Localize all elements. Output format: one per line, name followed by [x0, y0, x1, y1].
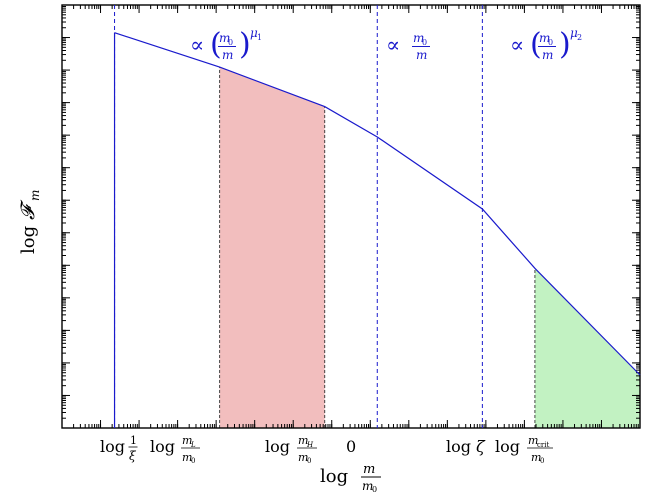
- svg-text:0: 0: [191, 457, 195, 465]
- svg-text:∝: ∝: [510, 33, 524, 57]
- svg-text:0: 0: [548, 38, 553, 47]
- svg-text:m: m: [182, 451, 192, 464]
- svg-text:m: m: [413, 31, 424, 45]
- series: [113, 32, 641, 428]
- x-tick-label-log-1-over-xi: log 1 ξ: [100, 434, 138, 463]
- svg-text:log: log: [320, 466, 348, 487]
- x-tick-label-zero: 0: [346, 437, 356, 456]
- svg-text:m: m: [531, 451, 541, 464]
- shaded-region-1: [219, 67, 325, 428]
- shaded-regions: [219, 67, 641, 428]
- svg-text:ξ: ξ: [129, 449, 137, 463]
- svg-text:ζ: ζ: [476, 437, 486, 456]
- series-line: [114, 32, 641, 376]
- svg-text:log: log: [150, 437, 175, 456]
- svg-text:1: 1: [257, 33, 262, 42]
- svg-text:m: m: [298, 434, 308, 447]
- svg-text:∝: ∝: [386, 33, 400, 57]
- svg-text:∝: ∝: [190, 33, 204, 57]
- svg-text:): ): [239, 27, 251, 62]
- svg-text:log: log: [18, 226, 39, 254]
- svg-text:0: 0: [540, 457, 544, 465]
- shaded-region-2: [534, 268, 640, 428]
- svg-text:m: m: [362, 479, 373, 493]
- svg-text:2: 2: [577, 33, 582, 42]
- svg-text:(: (: [210, 27, 222, 62]
- svg-text:m: m: [298, 451, 308, 464]
- svg-text:H: H: [306, 441, 314, 449]
- svg-text:m: m: [182, 434, 192, 447]
- svg-text:log: log: [265, 437, 290, 456]
- svg-text:μ: μ: [570, 26, 578, 40]
- svg-text:m: m: [219, 31, 230, 45]
- svg-text:μ: μ: [250, 26, 258, 40]
- svg-text:): ): [559, 27, 571, 62]
- svg-text:log: log: [100, 437, 125, 456]
- svg-text:m: m: [542, 48, 553, 62]
- svg-text:m: m: [363, 462, 375, 477]
- svg-text:log: log: [495, 437, 520, 456]
- x-axis-label: log m m0: [320, 462, 381, 494]
- svg-text:m: m: [528, 434, 538, 447]
- svg-text:L: L: [190, 441, 196, 449]
- svg-text:1: 1: [130, 434, 137, 447]
- svg-text:(: (: [530, 27, 542, 62]
- x-tick-label-log-zeta: log ζ: [446, 437, 486, 456]
- svg-text:0: 0: [228, 38, 233, 47]
- svg-text:log: log: [446, 437, 471, 456]
- x-tick-label-log-mL: log mL m0: [150, 434, 200, 465]
- svg-text:0: 0: [422, 38, 427, 47]
- svg-text:crit: crit: [537, 441, 550, 449]
- svg-text:m: m: [416, 48, 427, 62]
- x-tick-label-log-mH: log mH m0: [265, 434, 317, 465]
- svg-text:0: 0: [346, 437, 356, 456]
- svg-text:0: 0: [307, 457, 311, 465]
- plot-frame: [61, 4, 641, 429]
- svg-text:0: 0: [372, 485, 377, 494]
- svg-text:m: m: [222, 48, 233, 62]
- y-axis-label: log 𝓕 m: [17, 190, 42, 254]
- svg-text:m: m: [28, 190, 42, 201]
- svg-text:𝓕: 𝓕: [17, 199, 39, 220]
- regime-label-m0-over-m: ∝ m0 m: [386, 31, 430, 62]
- svg-text:m: m: [539, 31, 550, 45]
- axis-ticks: [61, 4, 641, 429]
